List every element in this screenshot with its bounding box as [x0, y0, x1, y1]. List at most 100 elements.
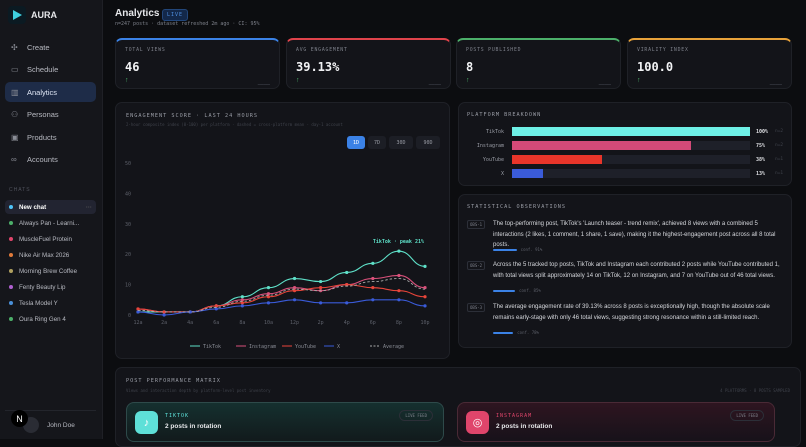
chat-color-dot	[9, 237, 13, 241]
sidebar-item-create[interactable]: ✣ Create	[5, 37, 96, 57]
bar-track	[512, 141, 750, 150]
platform-bar-row: TikTok 100% n=2	[459, 127, 789, 137]
more-icon[interactable]: ···	[85, 203, 92, 211]
observation-text: The average engagement rate of 39.13% ac…	[493, 304, 770, 321]
bar-count: n=1	[775, 157, 784, 162]
chat-label: New chat	[19, 203, 47, 211]
platform-name: TikTok	[485, 129, 504, 135]
sidebar-item-analytics[interactable]: ▥ Analytics	[5, 82, 96, 102]
range-button-7d[interactable]: 7D	[368, 136, 386, 149]
bar-percent: 38%	[756, 157, 766, 163]
platform-bar-row: X 13% n=1	[459, 169, 789, 179]
chats-heading: CHATS	[9, 187, 31, 193]
range-button-90d[interactable]: 90D	[416, 136, 440, 149]
confidence-bar	[493, 331, 514, 334]
kpi-card: AVG ENGAGEMENT 39.13% ↑ ▁▁▁▁	[286, 38, 451, 89]
bar-track	[512, 169, 750, 178]
chat-label: Tesla Model Y	[19, 299, 58, 307]
chat-label: Nike Air Max 2026	[19, 251, 70, 259]
observations-title: STATISTICAL OBSERVATIONS	[467, 204, 566, 210]
sidebar-item-products[interactable]: ▣ Products	[5, 127, 96, 147]
bar-fill	[512, 141, 691, 150]
aura-logo[interactable]	[8, 6, 26, 24]
trend-up-icon: ↑	[296, 77, 300, 84]
kpi-value: 39.13%	[296, 60, 340, 74]
chat-color-dot	[9, 301, 13, 305]
sidebar: AURA ✣ Create ▭ Schedule ▥ Analytics ⚇ Personas…	[0, 0, 103, 439]
platform-name: TIKTOK	[165, 413, 190, 419]
sparkline: ▁▁▁▁	[428, 80, 441, 85]
confidence-indicator: conf. 78%	[493, 330, 539, 335]
live-feed-badge[interactable]: LIVE FEED	[730, 410, 764, 421]
kpi-label: AVG ENGAGEMENT	[296, 48, 348, 53]
matrix-title: POST PERFORMANCE MATRIX	[126, 378, 221, 384]
bar-percent: 13%	[756, 171, 766, 177]
platform-breakdown-panel: PLATFORM BREAKDOWN TikTok 100% n=2 Instagra…	[458, 102, 792, 186]
trend-up-icon: ↑	[125, 77, 129, 84]
chat-item[interactable]: Tesla Model Y	[5, 296, 96, 310]
engagement-subtitle: 2-hour composite index (0-100) per platf…	[126, 122, 343, 127]
chat-item[interactable]: Nike Air Max 2026	[5, 248, 96, 262]
users-icon: ⚇	[11, 110, 19, 119]
kpi-label: VIRALITY INDEX	[637, 48, 689, 53]
instagram-icon: ◎	[466, 411, 489, 434]
live-badge: LIVE	[162, 9, 189, 21]
post-count: 2 posts in rotation	[165, 423, 222, 430]
live-feed-badge[interactable]: LIVE FEED	[399, 410, 433, 421]
platform-name: Instagram	[476, 143, 504, 149]
sidebar-item-accounts[interactable]: ∞ Accounts	[5, 150, 96, 170]
kpi-card: TOTAL VIEWS 46 ↑ ▁▁▁▁	[115, 38, 280, 89]
chat-item[interactable]: Morning Brew Coffee	[5, 264, 96, 278]
range-button-30d[interactable]: 30D	[389, 136, 413, 149]
chat-color-dot	[9, 285, 13, 289]
matrix-meta: 4 PLATFORMS · 8 POSTS SAMPLED	[720, 388, 790, 393]
bar-count: n=1	[775, 171, 784, 176]
chat-item[interactable]: Always Pan - Learni...	[5, 216, 96, 230]
n-badge[interactable]: N	[11, 410, 28, 427]
sidebar-item-personas[interactable]: ⚇ Personas	[5, 105, 96, 125]
chat-item[interactable]: Fenty Beauty Lip	[5, 280, 96, 294]
confidence-indicator: conf. 85%	[493, 288, 541, 293]
sidebar-item-label: Products	[27, 132, 57, 142]
observations-panel: STATISTICAL OBSERVATIONS OBS-1 The top-pe…	[458, 194, 792, 348]
chat-item[interactable]: MuscleFuel Protein	[5, 232, 96, 246]
platform-card-tiktok[interactable]: ♪ TIKTOK 2 posts in rotation LIVE FEED	[126, 402, 444, 442]
trend-up-icon: ↑	[466, 77, 470, 84]
bar-track	[512, 155, 750, 164]
platform-bar-row: YouTube 38% n=1	[459, 155, 789, 165]
platform-name: X	[500, 171, 504, 177]
kpi-value: 100.0	[637, 60, 674, 74]
chat-label: Oura Ring Gen 4	[19, 315, 66, 323]
sparkline: ▁▁▁▁	[598, 80, 611, 85]
engagement-title: ENGAGEMENT SCORE · LAST 24 HOURS	[126, 113, 258, 119]
platform-card-instagram[interactable]: ◎ INSTAGRAM 2 posts in rotation LIVE FEED	[457, 402, 775, 442]
bar-percent: 100%	[756, 129, 769, 135]
post-count: 2 posts in rotation	[496, 423, 553, 430]
calendar-icon: ▭	[11, 65, 19, 74]
confidence-label: conf. 85%	[519, 288, 541, 293]
sidebar-item-label: Analytics	[27, 87, 58, 97]
tiktok-icon: ♪	[135, 411, 158, 434]
chat-item[interactable]: Oura Ring Gen 4	[5, 312, 96, 326]
chat-item[interactable]: New chat ···	[5, 200, 96, 214]
bar-chart-icon: ▥	[11, 87, 19, 97]
sparkline: ▁▁▁▁	[769, 80, 782, 85]
range-button-1d[interactable]: 1D	[347, 136, 365, 149]
sidebar-item-schedule[interactable]: ▭ Schedule	[5, 60, 96, 80]
kpi-card: VIRALITY INDEX 100.0 ↑ ▁▁▁▁	[627, 38, 792, 89]
confidence-bar	[493, 289, 516, 292]
matrix-subtitle: Views and interaction depth by platform-…	[126, 388, 271, 393]
trend-up-icon: ↑	[637, 77, 641, 84]
platform-name: INSTAGRAM	[496, 413, 533, 419]
bar-track	[512, 127, 750, 136]
platform-bar-row: Instagram 75% n=2	[459, 141, 789, 151]
confidence-label: conf. 91%	[520, 247, 543, 252]
sparkle-icon: ✣	[11, 42, 18, 52]
user-name: John Doe	[47, 421, 75, 429]
confidence-indicator: conf. 91%	[493, 247, 542, 252]
divider	[5, 410, 96, 411]
kpi-value: 8	[466, 60, 474, 74]
kpi-card: POSTS PUBLISHED 8 ↑ ▁▁▁▁	[456, 38, 621, 89]
sidebar-item-label: Accounts	[27, 155, 58, 164]
observation-text: Across the 5 tracked top posts, TikTok a…	[493, 262, 780, 279]
